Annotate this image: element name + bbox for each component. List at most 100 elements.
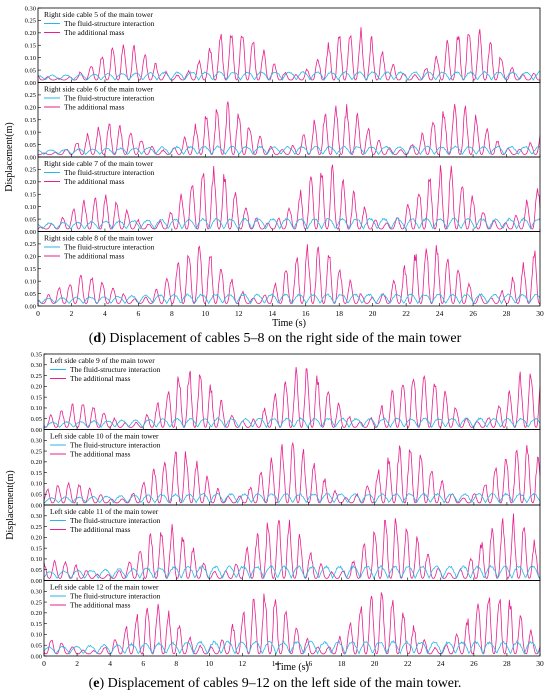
x-tick-label: 24 — [436, 309, 444, 318]
x-axis-label: Time (s) — [275, 662, 309, 673]
chart-group-d: 0.00 0.05 0.10 0.15 0.20 0.25 0.30 Right side c… — [4, 5, 544, 329]
y-tick-label: 0.05 — [31, 567, 42, 574]
series-line-fluid-structure — [43, 492, 541, 504]
y-tick-label: 0.10 — [31, 632, 42, 639]
y-tick-label: 0.25 — [25, 18, 36, 25]
x-tick-label: 14 — [269, 309, 277, 318]
legend-label-mass: The additional mass — [70, 450, 130, 459]
y-tick-label: 0.00 — [31, 502, 42, 509]
legend-label-mass: The additional mass — [64, 103, 124, 112]
y-tick-label: 0.15 — [31, 545, 42, 552]
y-tick-label: 0.05 — [25, 142, 36, 149]
series-line-additional-mass — [37, 164, 541, 230]
y-tick-label: 0.10 — [25, 129, 36, 136]
x-tick-label: 16 — [305, 659, 313, 668]
x-tick-label: 6 — [141, 659, 145, 668]
panel-title: Right side cable 5 of the main tower — [44, 10, 153, 19]
x-tick-label: 30 — [536, 309, 544, 318]
series-line-fluid-structure — [37, 145, 541, 156]
y-tick-label: 0.00 — [31, 653, 42, 660]
legend-label-mass: The additional mass — [70, 525, 130, 534]
x-tick-label: 8 — [174, 659, 178, 668]
series-line-fluid-structure — [37, 293, 541, 305]
y-tick-label: 0.30 — [31, 438, 42, 445]
y-tick-label: 0.00 — [25, 154, 36, 161]
y-tick-label: 0.05 — [25, 216, 36, 223]
x-axis-label: Time (s) — [272, 318, 306, 329]
x-tick-label: 28 — [503, 309, 511, 318]
y-tick-label: 0.20 — [31, 459, 42, 466]
y-tick-label: 0.15 — [25, 117, 36, 124]
y-tick-label: 0.10 — [31, 556, 42, 563]
series-line-fluid-structure — [37, 217, 541, 230]
x-tick-label: 16 — [302, 309, 310, 318]
y-tick-label: 0.10 — [25, 55, 36, 62]
legend-label-mass: The additional mass — [64, 252, 124, 261]
x-tick-label: 2 — [75, 659, 79, 668]
x-tick-label: 18 — [338, 659, 346, 668]
series-line-additional-mass — [43, 441, 541, 504]
y-tick-label: 0.10 — [31, 481, 42, 488]
y-tick-label: 0.30 — [31, 362, 42, 369]
y-tick-label: 0.25 — [25, 241, 36, 248]
series-line-additional-mass — [37, 27, 541, 81]
y-tick-label: 0.15 — [31, 394, 42, 401]
panel-d-4: 0.00 0.05 0.10 0.15 0.20 0.25 Right side cable… — [25, 231, 541, 310]
panel-title: Right side cable 7 of the main tower — [44, 159, 153, 168]
series-line-fluid-structure — [38, 70, 541, 81]
x-tick-label: 0 — [42, 659, 46, 668]
legend-label-mass: The additional mass — [70, 374, 130, 383]
y-axis-label: Displacement(m) — [4, 122, 15, 191]
y-tick-label: 0.00 — [31, 427, 42, 434]
x-tick-label: 30 — [536, 659, 544, 668]
panel-title: Left side cable 10 of the main tower — [50, 432, 159, 441]
legend-label-fsi: The fluid-structure interaction — [64, 243, 155, 252]
series-line-fluid-structure — [43, 564, 541, 580]
x-tick-label: 22 — [404, 659, 412, 668]
legend-label-mass: The additional mass — [70, 601, 130, 610]
panel-title: Left side cable 12 of the main tower — [50, 583, 159, 592]
y-tick-label: 0.35 — [31, 351, 42, 358]
panel-title: Left side cable 11 of the main tower — [50, 507, 159, 516]
x-tick-label: 12 — [239, 659, 247, 668]
legend-label-fsi: The fluid-structure interaction — [70, 592, 161, 601]
y-tick-label: 0.10 — [25, 278, 36, 285]
x-tick-label: 24 — [437, 659, 445, 668]
legend-label-fsi: The fluid-structure interaction — [64, 168, 155, 177]
x-tick-label: 14 — [272, 659, 280, 668]
y-tick-label: 0.10 — [31, 405, 42, 412]
panel-title: Right side cable 6 of the main tower — [44, 85, 153, 94]
y-tick-label: 0.05 — [25, 67, 36, 74]
series-line-fluid-structure — [43, 640, 541, 655]
y-tick-label: 0.05 — [31, 492, 42, 499]
caption-d-text: Displacement of cables 5–8 on the right … — [105, 331, 462, 346]
x-tick-label: 20 — [371, 659, 379, 668]
panel-d-2: 0.00 0.05 0.10 0.15 0.20 0.25 Right side cable… — [25, 82, 541, 161]
y-axis-label: Displacement(m) — [5, 470, 16, 539]
y-tick-label: 0.05 — [25, 291, 36, 298]
x-tick-label: 8 — [170, 309, 174, 318]
y-tick-label: 0.20 — [31, 535, 42, 542]
y-tick-label: 0.20 — [25, 254, 36, 261]
series-line-additional-mass — [38, 101, 541, 155]
y-tick-label: 0.30 — [25, 5, 36, 12]
x-tick-label: 4 — [108, 659, 112, 668]
x-tick-label: 4 — [103, 309, 107, 318]
caption-e-text: Displacement of cables 9–12 on the left … — [104, 676, 462, 691]
y-tick-label: 0.20 — [31, 384, 42, 391]
x-tick-label: 22 — [402, 309, 410, 318]
panel-d-3: 0.00 0.05 0.10 0.15 0.20 0.25 Right side cable… — [25, 156, 541, 236]
y-tick-label: 0.30 — [31, 589, 42, 596]
panel-e-2: 0.00 0.05 0.10 0.15 0.20 0.25 0.30 Left side ca… — [31, 429, 541, 509]
legend-label-fsi: The fluid-structure interaction — [64, 94, 155, 103]
y-tick-label: 0.05 — [31, 416, 42, 423]
y-tick-label: 0.15 — [31, 470, 42, 477]
series-line-fluid-structure — [43, 417, 541, 429]
y-tick-label: 0.25 — [31, 599, 42, 606]
y-tick-label: 0.20 — [31, 610, 42, 617]
y-tick-label: 0.00 — [25, 80, 36, 87]
panel-title: Right side cable 8 of the main tower — [44, 234, 153, 243]
legend-label-mass: The additional mass — [64, 28, 124, 37]
y-tick-label: 0.00 — [31, 578, 42, 585]
